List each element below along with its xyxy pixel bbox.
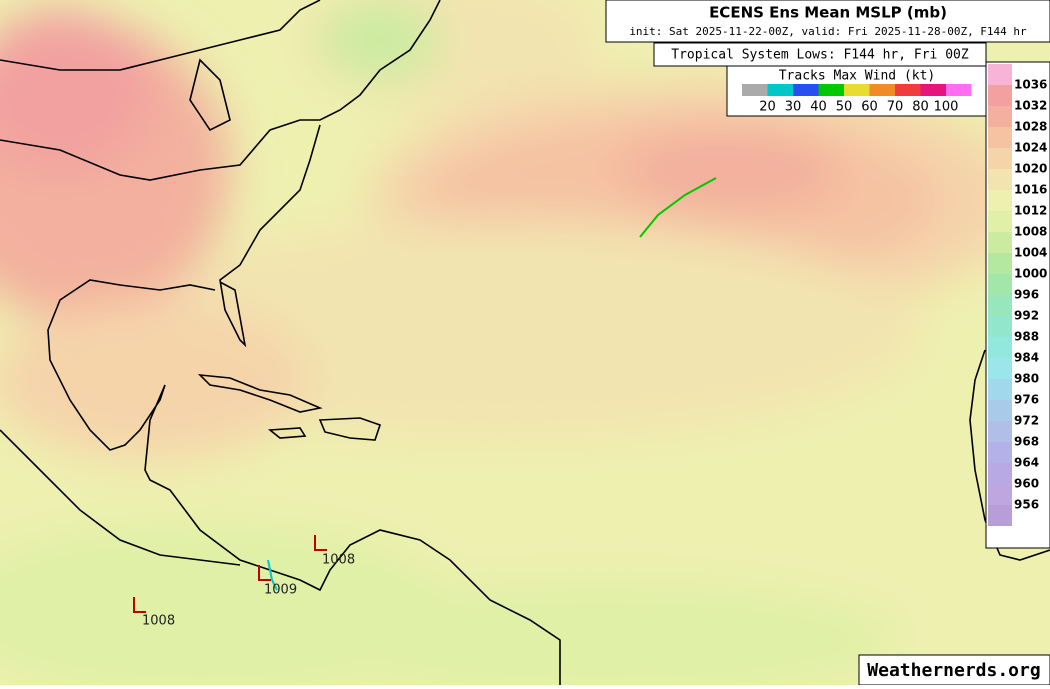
storm-track <box>639 177 717 238</box>
colorbar-swatch <box>988 211 1012 232</box>
low-marker <box>133 597 146 613</box>
colorbar-label: 992 <box>1014 309 1039 323</box>
colorbar-label: 972 <box>1014 414 1039 428</box>
wind-label: 20 <box>759 100 776 115</box>
wind-label: 80 <box>912 100 929 115</box>
colorbar-swatch <box>988 484 1012 505</box>
wind-swatch <box>895 84 921 96</box>
colorbar-label: 1036 <box>1014 78 1047 92</box>
colorbar-swatch <box>988 274 1012 295</box>
colorbar-label: 996 <box>1014 288 1039 302</box>
colorbar-label: 1016 <box>1014 183 1047 197</box>
colorbar-label: 1000 <box>1014 267 1047 281</box>
watermark: Weathernerds.org <box>867 660 1040 681</box>
wind-label: 70 <box>887 100 904 115</box>
colorbar-label: 1032 <box>1014 99 1047 113</box>
colorbar-swatch <box>988 442 1012 463</box>
colorbar-swatch <box>988 463 1012 484</box>
colorbar-label: 956 <box>1014 498 1039 512</box>
colorbar-swatch <box>988 127 1012 148</box>
colorbar: 1036 1032 1028 1024 1020 1016 1012 1008 1004 1000… <box>988 64 1047 526</box>
colorbar-swatch <box>988 106 1012 127</box>
wind-swatch <box>742 84 768 96</box>
tracks-legend: 20 30 40 50 60 70 80 100 <box>742 84 972 115</box>
colorbar-swatch <box>988 190 1012 211</box>
colorbar-label: 1008 <box>1014 225 1047 239</box>
colorbar-swatch <box>988 505 1012 526</box>
colorbar-swatch <box>988 358 1012 379</box>
colorbar-swatch <box>988 316 1012 337</box>
low-pressure: 1008 <box>142 614 175 629</box>
colorbar-label: 1004 <box>1014 246 1047 260</box>
wind-swatch <box>844 84 870 96</box>
colorbar-label: 988 <box>1014 330 1039 344</box>
wind-label: 30 <box>785 100 802 115</box>
colorbar-swatch <box>988 421 1012 442</box>
colorbar-label: 980 <box>1014 372 1039 386</box>
wind-swatch <box>869 84 895 96</box>
lows: 1008 1009 1008 <box>133 535 355 629</box>
wind-label: 60 <box>861 100 878 115</box>
colorbar-label: 976 <box>1014 393 1039 407</box>
wind-label: 50 <box>836 100 853 115</box>
colorbar-swatch <box>988 295 1012 316</box>
colorbar-label: 960 <box>1014 477 1039 491</box>
colorbar-label: 984 <box>1014 351 1039 365</box>
title-box <box>605 0 1050 43</box>
wind-label: 100 <box>934 100 959 115</box>
colorbar-label: 1020 <box>1014 162 1047 176</box>
storm-track <box>267 559 278 591</box>
wind-swatch <box>767 84 793 96</box>
low-marker <box>258 565 271 581</box>
wind-swatch <box>793 84 819 96</box>
subtitle: init: Sat 2025-11-22-00Z, valid: Fri 202… <box>629 25 1027 38</box>
wind-swatch <box>920 84 946 96</box>
low-pressure: 1008 <box>322 553 355 568</box>
colorbar-label: 1012 <box>1014 204 1047 218</box>
colorbar-swatch <box>988 148 1012 169</box>
colorbar-label: 968 <box>1014 435 1039 449</box>
colorbar-label: 1024 <box>1014 141 1047 155</box>
wind-swatch <box>818 84 844 96</box>
colorbar-swatch <box>988 379 1012 400</box>
colorbar-swatch <box>988 337 1012 358</box>
colorbar-swatch <box>988 232 1012 253</box>
colorbar-swatch <box>988 85 1012 106</box>
title: ECENS Ens Mean MSLP (mb) <box>709 4 947 22</box>
wind-label: 40 <box>810 100 827 115</box>
colorbar-label: 964 <box>1014 456 1039 470</box>
tracks-legend-title: Tracks Max Wind (kt) <box>779 69 936 84</box>
low-marker <box>314 535 327 551</box>
colorbar-swatch <box>988 64 1012 85</box>
tracks-heading: Tropical System Lows: F144 hr, Fri 00Z <box>671 48 969 63</box>
colorbar-swatch <box>988 400 1012 421</box>
colorbar-swatch <box>988 253 1012 274</box>
wind-swatch <box>946 84 972 96</box>
colorbar-swatch <box>988 169 1012 190</box>
colorbar-label: 1028 <box>1014 120 1047 134</box>
low-pressure: 1009 <box>264 583 297 598</box>
watermark-box <box>858 654 1050 686</box>
